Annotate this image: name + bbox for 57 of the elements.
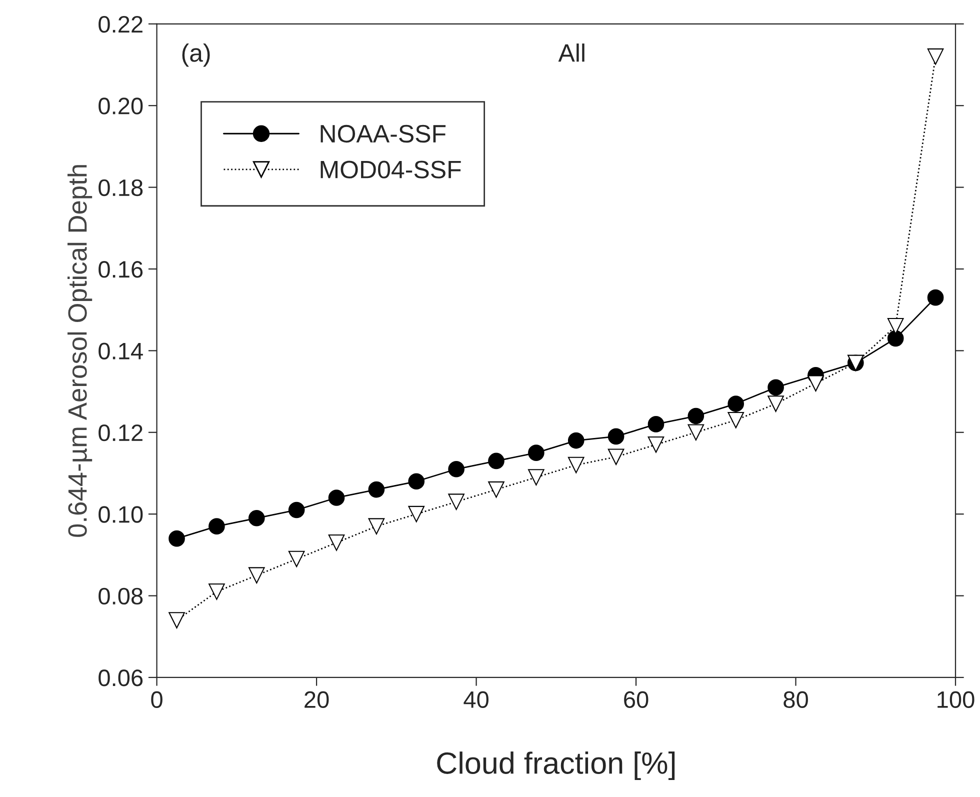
point [688,408,704,424]
x-tick-label: 40 [464,691,488,708]
point [208,584,225,600]
point [208,518,225,534]
point [328,534,345,551]
legend-label: NOAA-SSF [320,124,446,143]
point [368,481,385,498]
x-tick-label: 100 [938,691,974,708]
point [728,412,744,428]
point [288,550,305,568]
point [248,510,265,526]
x-tick-label: 20 [304,691,329,708]
point [528,469,544,486]
annotation: (a) [182,44,210,67]
y-tick-label: 0.12 [98,424,142,442]
point [927,289,944,306]
point [768,396,784,412]
y-tick-label: 0.06 [98,670,143,686]
point [568,456,584,474]
point [488,481,504,498]
point [688,424,704,441]
point [448,494,464,510]
point [927,48,944,65]
point [288,502,305,518]
point [168,612,185,628]
x-tick-label: 80 [784,691,808,708]
annotation: All [558,44,584,62]
point [408,506,425,522]
point [488,452,504,470]
point [608,428,624,445]
y-tick-label: 0.22 [98,16,142,33]
point [168,530,185,547]
y-tick-label: 0.10 [98,506,143,523]
y-tick-label: 0.14 [98,342,143,360]
point [648,436,664,453]
point [887,330,904,347]
point [768,379,784,396]
point [528,444,544,461]
point [728,396,744,412]
x-tick-label: 0 [151,691,162,708]
point [368,518,385,534]
point [648,416,664,432]
legend-label: MOD04-SSF [320,160,461,178]
y-tick-label: 0.18 [98,179,143,196]
y-tick-label: 0.20 [98,98,143,114]
y-tick-label: 0.08 [98,588,143,605]
y-tick-label: 0.16 [98,261,143,278]
point [408,473,425,490]
x-axis-title: Cloud fraction [%] [437,752,675,780]
point [448,460,464,478]
point [808,375,824,392]
point [568,432,584,449]
x-tick-label: 60 [624,691,648,708]
y-axis-title: 0.644-µm Aerosol Optical Depth [68,165,92,537]
point [608,448,624,466]
point [328,490,345,506]
point [248,567,265,584]
